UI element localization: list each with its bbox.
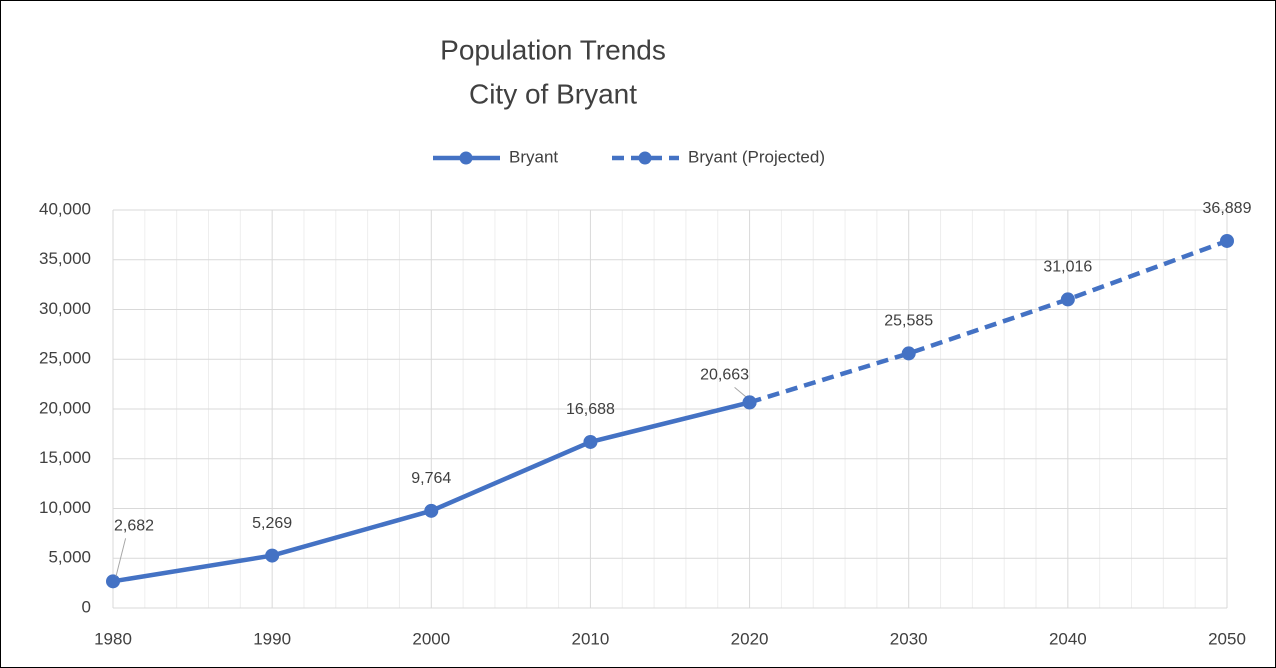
data-label: 20,663 — [700, 367, 749, 384]
series-line — [748, 238, 1228, 405]
x-tick-label: 2030 — [890, 629, 928, 648]
data-label: 25,585 — [884, 313, 933, 330]
y-tick-label: 15,000 — [39, 448, 91, 467]
y-tick-label: 25,000 — [39, 349, 91, 368]
y-tick-label: 10,000 — [39, 498, 91, 517]
x-tick-label: 1980 — [94, 629, 132, 648]
data-label: 16,688 — [566, 401, 615, 418]
data-point — [424, 503, 439, 518]
legend-marker — [459, 151, 473, 165]
data-label: 31,016 — [1043, 259, 1092, 276]
y-tick-label: 5,000 — [48, 548, 91, 567]
x-tick-label: 2040 — [1049, 629, 1087, 648]
x-tick-label: 1990 — [253, 629, 291, 648]
data-point — [265, 548, 280, 563]
data-point — [1220, 233, 1234, 248]
data-label: 5,269 — [252, 515, 292, 532]
x-tick-label: 2020 — [731, 629, 769, 648]
data-point — [901, 346, 916, 361]
data-point — [106, 574, 120, 589]
data-label: 9,764 — [411, 470, 451, 487]
y-tick-label: 30,000 — [39, 299, 91, 318]
y-tick-label: 20,000 — [39, 398, 91, 417]
y-tick-label: 40,000 — [39, 199, 91, 218]
data-label: 36,889 — [1203, 200, 1252, 217]
y-tick-label: 0 — [82, 597, 91, 616]
data-point — [583, 434, 598, 449]
data-point — [1060, 292, 1075, 307]
data-point — [742, 395, 757, 410]
leader-line — [115, 538, 127, 577]
legend-label: Bryant (Projected) — [688, 147, 825, 166]
chart-subtitle: City of Bryant — [469, 78, 637, 109]
x-tick-label: 2010 — [572, 629, 610, 648]
leader-line — [734, 387, 747, 398]
x-tick-label: 2000 — [412, 629, 450, 648]
legend-label: Bryant — [509, 147, 558, 166]
chart-title: Population Trends — [440, 34, 666, 65]
x-tick-label: 2050 — [1208, 629, 1246, 648]
legend-marker — [638, 151, 652, 165]
data-label: 2,682 — [114, 518, 154, 535]
y-tick-label: 35,000 — [39, 249, 91, 268]
